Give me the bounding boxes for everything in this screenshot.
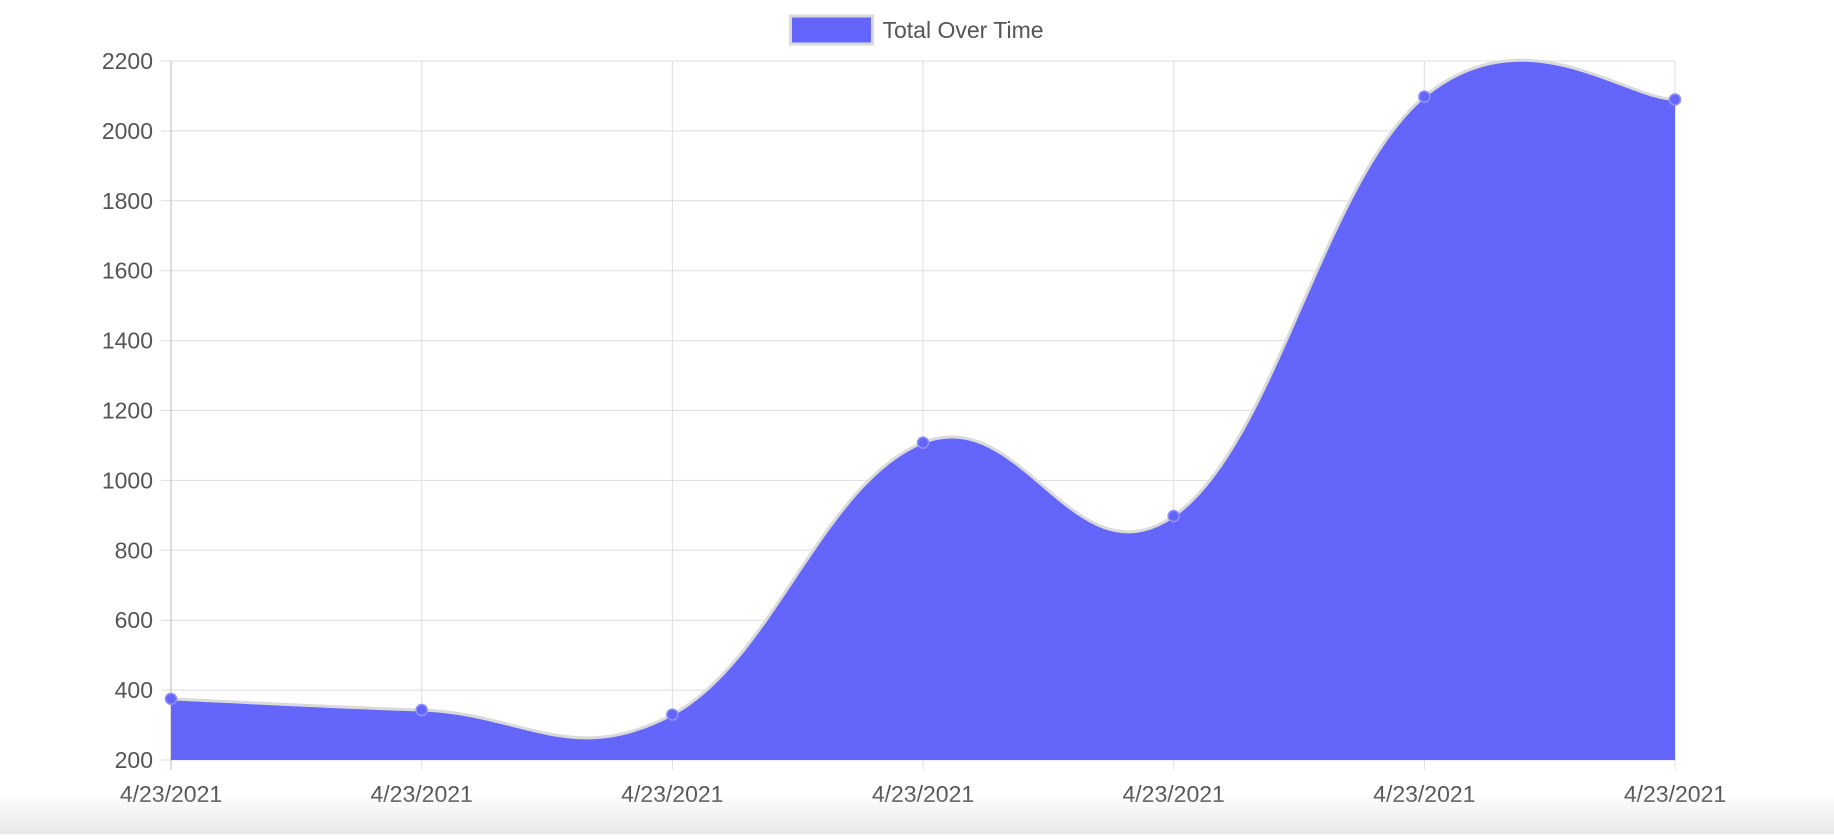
x-tick-label: 4/23/2021 (1123, 781, 1225, 807)
y-axis-ticks: 2200 2000 1800 1600 1400 1200 1000 800 600 400 200 (102, 48, 153, 773)
y-tick-label: 600 (115, 607, 153, 633)
y-tick-label: 2200 (102, 48, 153, 74)
series-points (164, 90, 1682, 721)
data-point[interactable] (1668, 93, 1682, 106)
data-point[interactable] (1167, 509, 1180, 523)
x-tick-label: 4/23/2021 (1373, 781, 1475, 807)
y-tick-label: 400 (115, 677, 153, 703)
y-tick-label: 1200 (102, 398, 153, 424)
legend-swatch[interactable] (788, 14, 874, 46)
x-tick-label: 4/23/2021 (1624, 781, 1726, 807)
area-fill (171, 60, 1675, 761)
data-point[interactable] (415, 703, 428, 717)
x-tick-label: 4/23/2021 (872, 781, 974, 807)
x-tick-label: 4/23/2021 (371, 781, 473, 807)
legend-label[interactable]: Total Over Time (882, 17, 1043, 43)
data-point[interactable] (666, 708, 679, 721)
y-tick-label: 2000 (102, 118, 153, 144)
y-tick-label: 1600 (102, 258, 153, 284)
y-tick-label: 200 (115, 747, 153, 773)
x-axis-ticks: 4/23/2021 4/23/2021 4/23/2021 4/23/2021 4/23… (120, 781, 1726, 807)
y-tick-label: 1400 (102, 328, 153, 354)
y-tick-label: 1000 (102, 467, 153, 493)
y-tick-label: 800 (115, 537, 153, 563)
x-tick-label: 4/23/2021 (621, 781, 723, 807)
x-tick-label: 4/23/2021 (120, 781, 222, 807)
data-point[interactable] (164, 692, 178, 706)
data-point[interactable] (1418, 90, 1431, 103)
legend[interactable]: Total Over Time (788, 14, 1044, 46)
y-tick-label: 1800 (102, 188, 153, 214)
data-point[interactable] (916, 436, 930, 449)
